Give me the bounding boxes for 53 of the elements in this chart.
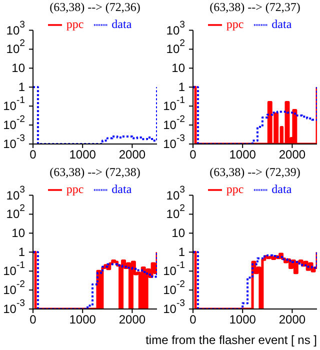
x-tick-label: 0 — [190, 148, 197, 162]
x-tick-label: 0 — [190, 312, 197, 327]
legend-label: ppc — [66, 17, 84, 31]
y-tick-label: 10$^{3}$ — [166, 184, 185, 202]
chart-title: (63,38) --> (72,37) — [208, 0, 302, 14]
y-tick-label: 10 — [172, 226, 186, 240]
y-tick-label: 10$^{-2}$ — [163, 279, 185, 298]
y-tick-label: 1 — [18, 80, 26, 94]
chart-title: (63,38) --> (72,38) — [48, 165, 142, 179]
y-tick-label: 10$^{-3}$ — [3, 133, 25, 151]
y-tick-label: 10$^{-2}$ — [3, 279, 25, 298]
x-tick-label: 2000 — [118, 312, 146, 327]
y-tick-label: 1 — [18, 245, 26, 260]
y-tick-label: 10$^{-3}$ — [3, 298, 25, 316]
legend-label: data — [272, 182, 292, 196]
y-tick-label: 1 — [178, 80, 186, 94]
chart-title: (63,38) --> (72,39) — [208, 165, 302, 179]
legend-label: ppc — [226, 17, 244, 31]
x-tick-label: 0 — [30, 312, 37, 327]
y-tick-label: 10$^{-2}$ — [163, 114, 185, 132]
x-tick-label: 2000 — [278, 148, 306, 162]
y-tick-label: 10$^{-3}$ — [163, 133, 185, 151]
x-tick-label: 2000 — [118, 148, 146, 162]
y-tick-label: 10$^{-2}$ — [3, 114, 25, 132]
chart-title: (63,38) --> (72,36) — [48, 0, 142, 14]
y-tick-label: 10$^{2}$ — [6, 38, 25, 56]
y-tick-label: 10 — [172, 61, 186, 76]
y-tick-label: 10$^{-1}$ — [3, 95, 25, 114]
y-tick-label: 10 — [12, 226, 26, 240]
x-tick-label: 1000 — [69, 148, 96, 162]
legend-label: ppc — [226, 182, 244, 196]
x-tick-label: 1000 — [229, 312, 256, 327]
y-tick-label: 1 — [178, 245, 186, 260]
x-tick-label: 2000 — [278, 312, 306, 327]
y-tick-label: 10$^{-3}$ — [163, 298, 185, 316]
y-tick-label: 10$^{3}$ — [166, 19, 185, 38]
y-tick-label: 10$^{3}$ — [6, 184, 25, 202]
y-tick-label: 10$^{3}$ — [6, 19, 25, 38]
x-axis-title: time from the flasher event [ ns ] — [146, 333, 317, 347]
x-tick-label: 1000 — [69, 312, 96, 327]
legend-label: data — [112, 17, 132, 31]
x-tick-label: 1000 — [229, 148, 256, 162]
y-tick-label: 10$^{2}$ — [6, 203, 25, 222]
y-tick-label: 10$^{-1}$ — [3, 260, 25, 278]
y-tick-label: 10$^{-1}$ — [163, 95, 185, 114]
y-tick-label: 10$^{-1}$ — [163, 260, 185, 278]
y-tick-label: 10 — [12, 61, 26, 76]
legend-label: ppc — [66, 182, 84, 196]
x-tick-label: 0 — [30, 148, 37, 162]
legend-label: data — [272, 17, 292, 31]
y-tick-label: 10$^{2}$ — [166, 38, 185, 56]
y-tick-label: 10$^{2}$ — [166, 203, 185, 222]
legend-label: data — [112, 182, 132, 196]
